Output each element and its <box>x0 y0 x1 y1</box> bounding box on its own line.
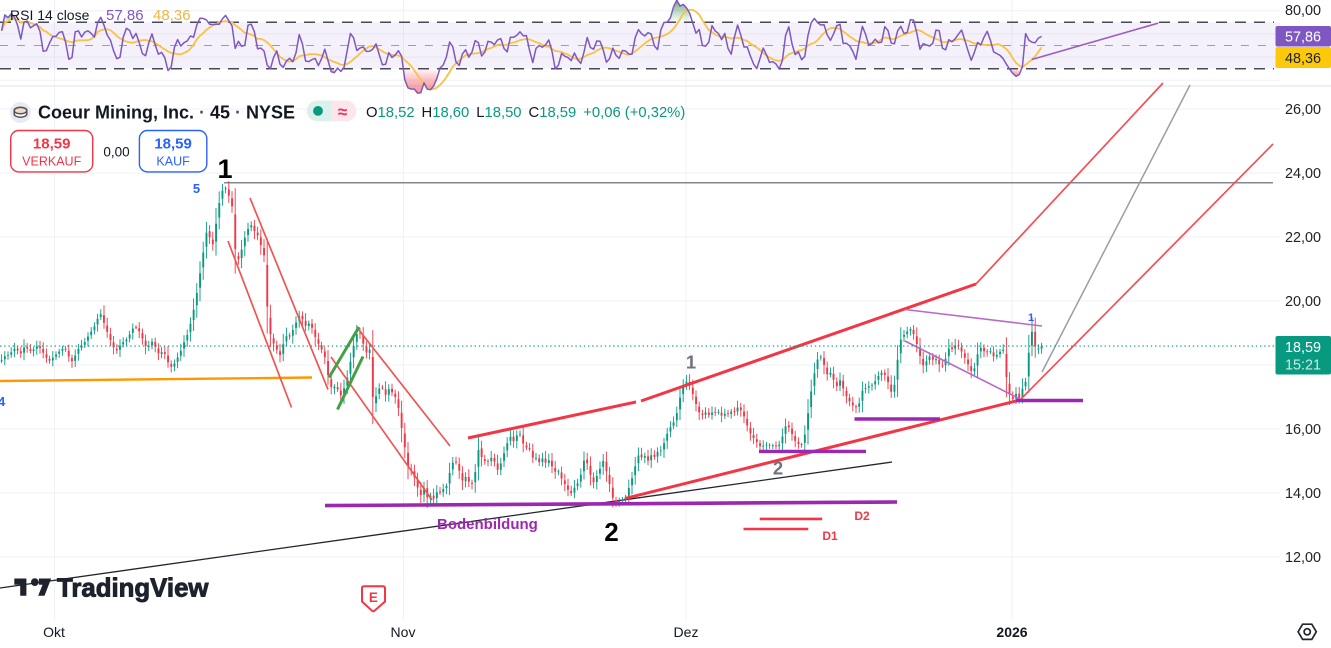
svg-text:57,86: 57,86 <box>106 7 144 24</box>
svg-text:18,59: 18,59 <box>1285 340 1321 356</box>
svg-text:16,00: 16,00 <box>1285 422 1321 438</box>
svg-text:1: 1 <box>1028 312 1034 324</box>
svg-text:≈: ≈ <box>338 103 347 122</box>
svg-text:1: 1 <box>686 352 696 373</box>
svg-text:Bodenbildung: Bodenbildung <box>437 516 538 533</box>
svg-text:KAUF: KAUF <box>156 155 190 169</box>
svg-text:Dez: Dez <box>674 624 699 640</box>
svg-text:12,00: 12,00 <box>1285 550 1321 566</box>
svg-text:0,00: 0,00 <box>103 145 129 160</box>
svg-text:E: E <box>369 590 378 605</box>
svg-text:Okt: Okt <box>43 624 65 640</box>
svg-text:4: 4 <box>0 394 6 409</box>
svg-text:D2: D2 <box>854 509 870 523</box>
svg-text:2026: 2026 <box>996 624 1027 640</box>
svg-text:5: 5 <box>193 181 200 196</box>
svg-text:1: 1 <box>217 154 232 184</box>
svg-text:14,00: 14,00 <box>1285 486 1321 502</box>
svg-text:Coeur Mining, Inc. · 45 · NYSE: Coeur Mining, Inc. · 45 · NYSE <box>38 103 295 123</box>
svg-text:48,36: 48,36 <box>153 7 191 24</box>
svg-text:20,00: 20,00 <box>1285 294 1321 310</box>
svg-text:15:21: 15:21 <box>1285 358 1321 374</box>
svg-text:VERKAUF: VERKAUF <box>22 155 81 169</box>
svg-text:26,00: 26,00 <box>1285 102 1321 118</box>
svg-text:18,59: 18,59 <box>154 136 192 153</box>
svg-text:24,00: 24,00 <box>1285 166 1321 182</box>
svg-text:18,59: 18,59 <box>33 136 71 153</box>
svg-text:57,86: 57,86 <box>1285 30 1321 46</box>
svg-text:RSI 14 close: RSI 14 close <box>10 7 90 23</box>
svg-text:D1: D1 <box>822 529 838 543</box>
svg-text:Nov: Nov <box>391 624 416 640</box>
svg-text:22,00: 22,00 <box>1285 230 1321 246</box>
svg-text:48,36: 48,36 <box>1285 51 1321 67</box>
svg-text:TradingView: TradingView <box>57 575 209 603</box>
svg-text:2: 2 <box>773 458 783 479</box>
svg-text:80,00: 80,00 <box>1285 3 1321 19</box>
svg-text:2: 2 <box>604 517 618 547</box>
